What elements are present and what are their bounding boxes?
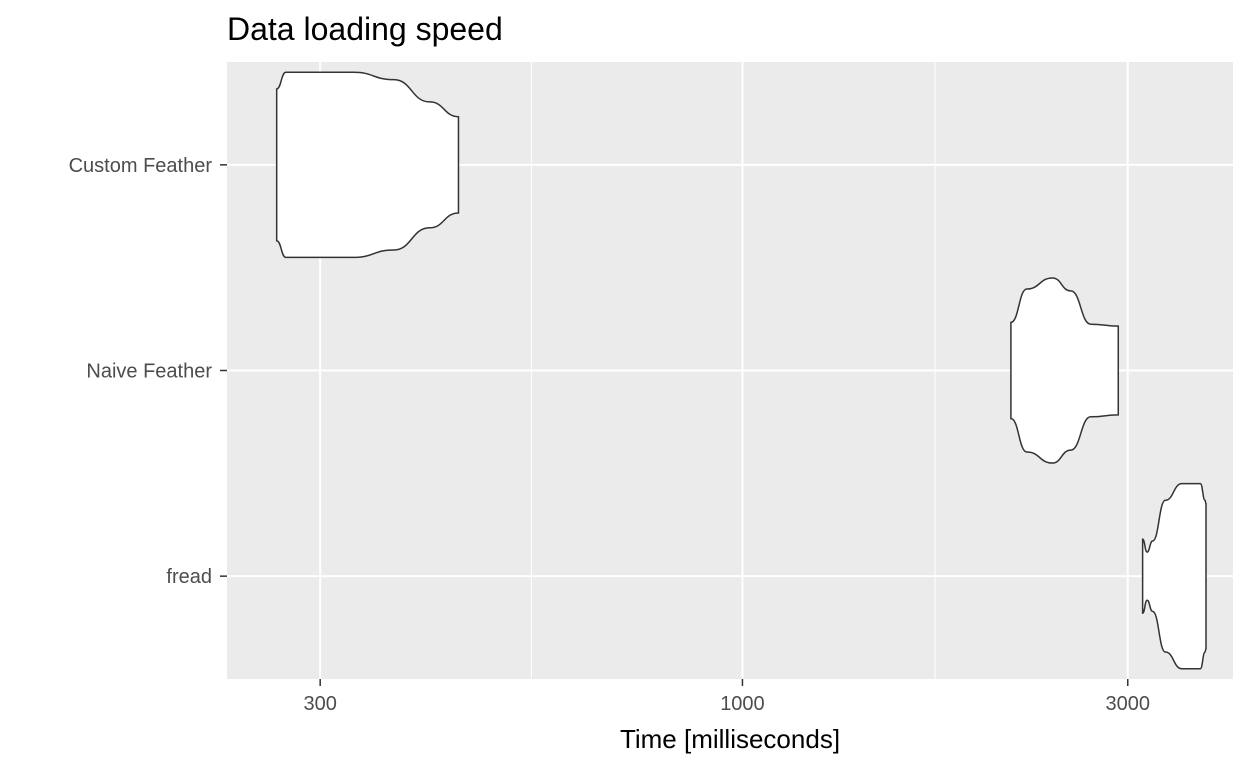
chart-title: Data loading speed xyxy=(227,11,503,47)
y-tick-label: fread xyxy=(166,566,212,588)
x-tick-label: 1000 xyxy=(720,693,765,715)
violin-naive-feather xyxy=(1010,277,1120,464)
violins xyxy=(275,71,1207,670)
violin-custom-feather xyxy=(275,71,460,259)
violin-fread xyxy=(1141,482,1207,670)
x-tick-label: 3000 xyxy=(1105,693,1150,715)
y-tick-label: Naive Feather xyxy=(86,361,212,383)
x-axis-title: Time [milliseconds] xyxy=(620,724,840,754)
y-axis: Custom Feather Naive Feather fread xyxy=(69,155,227,588)
x-tick-label: 300 xyxy=(303,693,336,715)
y-tick-label: Custom Feather xyxy=(69,155,213,177)
x-axis: 300 1000 3000 xyxy=(303,679,1150,715)
